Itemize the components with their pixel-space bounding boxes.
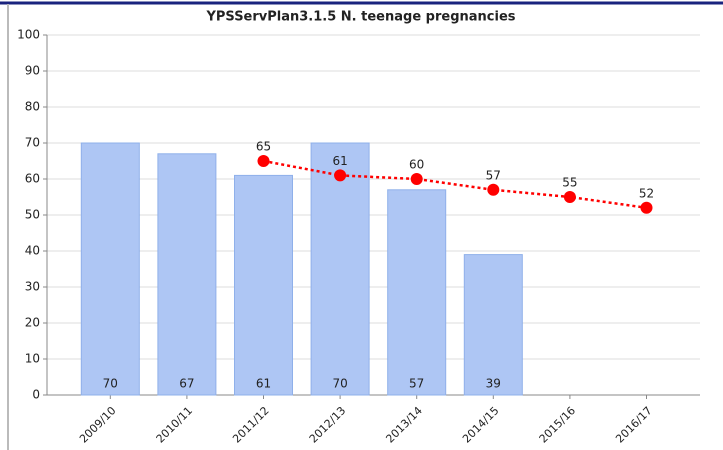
line-point xyxy=(334,169,347,182)
bar xyxy=(157,153,217,396)
bar-value-label: 39 xyxy=(486,377,501,391)
line-value-label: 57 xyxy=(486,168,501,182)
y-tick-label: 0 xyxy=(32,388,40,402)
line-point xyxy=(487,183,500,196)
line-value-label: 55 xyxy=(562,176,577,190)
y-tick-label: 60 xyxy=(25,172,40,186)
line-point xyxy=(410,173,423,185)
y-tick-label: 90 xyxy=(25,64,40,78)
line xyxy=(263,159,647,210)
bar-value-label: 70 xyxy=(103,377,118,391)
y-tick-label: 100 xyxy=(17,28,40,42)
line-value-label: 52 xyxy=(639,186,654,200)
line-value-label: 61 xyxy=(332,154,347,168)
y-tick-label: 70 xyxy=(25,136,40,150)
bar-value-label: 57 xyxy=(409,377,424,391)
y-tick-label: 50 xyxy=(25,208,40,222)
bar xyxy=(80,142,140,396)
bar xyxy=(234,174,293,396)
bar xyxy=(387,189,447,396)
bar xyxy=(310,142,370,396)
y-tick-label: 30 xyxy=(25,280,40,294)
y-tick-label: 10 xyxy=(25,352,40,366)
line-point xyxy=(257,155,270,167)
chart-title: YPSServPlan3.1.5 N. teenage pregnancies xyxy=(205,10,515,25)
bar-value-label: 61 xyxy=(256,377,271,391)
y-tick-label: 80 xyxy=(25,100,40,114)
line-value-label: 60 xyxy=(409,158,424,172)
y-tick-label: 20 xyxy=(25,316,40,330)
bar xyxy=(463,254,523,396)
line-point xyxy=(563,191,576,203)
bar-value-label: 67 xyxy=(179,377,194,391)
bar-value-label: 70 xyxy=(332,377,347,391)
line-value-label: 65 xyxy=(256,140,271,154)
y-tick-label: 40 xyxy=(25,244,40,258)
line-point xyxy=(640,201,653,214)
